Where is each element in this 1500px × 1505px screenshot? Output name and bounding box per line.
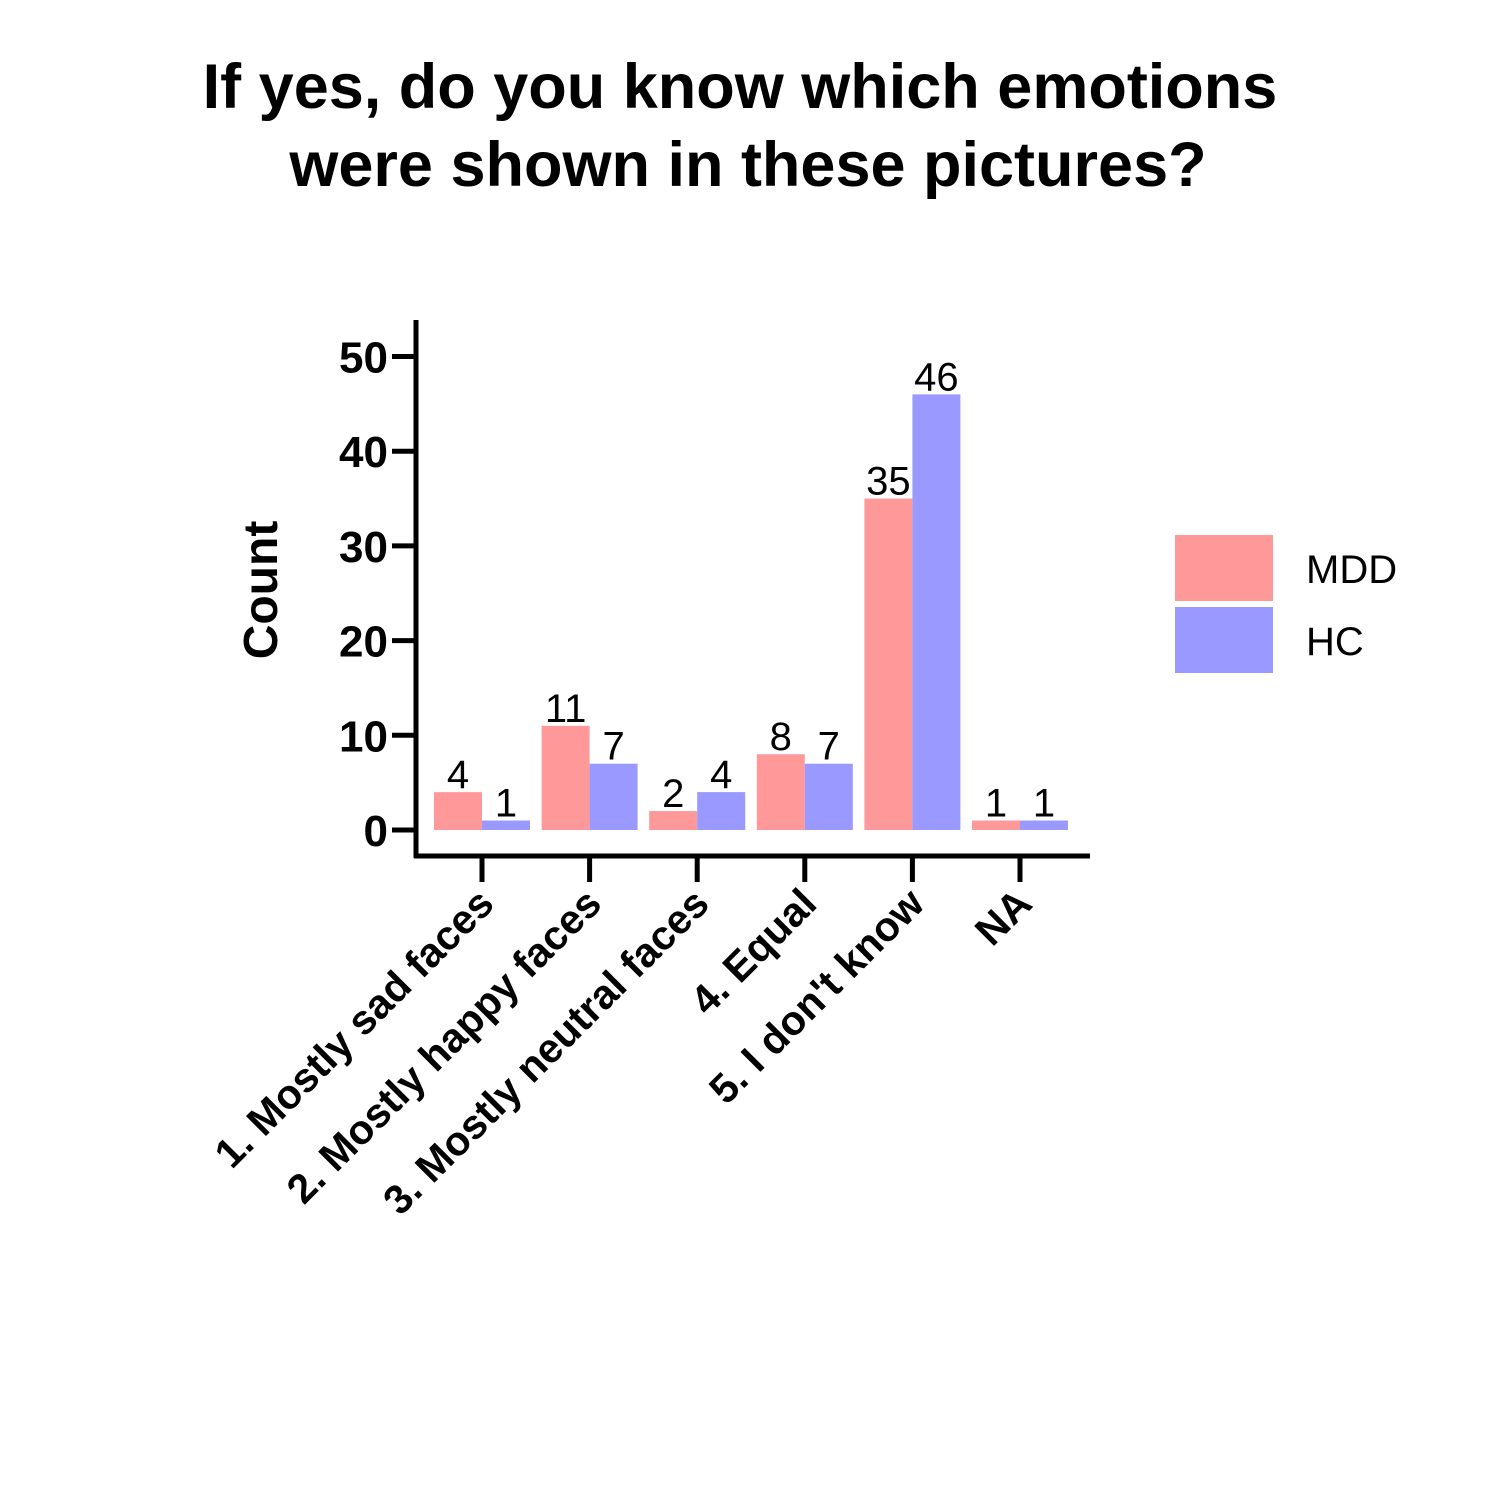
bar-mdd-3 — [649, 811, 698, 830]
data-label-mdd-1: 4 — [447, 753, 469, 797]
y-tick-label-30: 30 — [339, 523, 388, 572]
bar-mdd-5 — [864, 498, 913, 830]
bar-hc-2 — [589, 763, 638, 830]
data-label-hc-1: 1 — [495, 782, 517, 826]
data-label-mdd-2: 11 — [545, 687, 587, 731]
bar-mdd-4 — [756, 754, 805, 830]
bar-hc-6 — [1020, 820, 1068, 830]
data-label-mdd-5: 35 — [866, 460, 911, 504]
y-tick-label-40: 40 — [339, 428, 388, 477]
bar-hc-4 — [804, 763, 853, 830]
legend-swatch-hc — [1175, 607, 1273, 673]
data-label-mdd-6: 1 — [985, 782, 1007, 826]
data-label-hc-2: 7 — [602, 725, 624, 769]
y-tick-label-50: 50 — [339, 334, 388, 383]
bar-hc-3 — [697, 792, 746, 830]
chart-title-line-1: If yes, do you know which emotions — [203, 52, 1278, 122]
legend: MDD HC — [1175, 535, 1397, 673]
chart-title-line-2: were shown in these pictures? — [288, 130, 1206, 200]
y-axis-label: Count — [235, 521, 288, 660]
bar-hc-5 — [912, 394, 961, 830]
y-tick-label-0: 0 — [364, 807, 388, 856]
x-category-label-6: NA — [966, 880, 1040, 954]
bar-mdd-2 — [541, 725, 590, 830]
y-tick-label-10: 10 — [339, 712, 388, 761]
bar-hc-1 — [482, 820, 530, 830]
data-label-hc-4: 7 — [818, 725, 840, 769]
y-tick-label-20: 20 — [339, 618, 388, 667]
data-label-mdd-4: 8 — [770, 715, 792, 759]
data-label-hc-6: 1 — [1033, 782, 1055, 826]
legend-label-hc: HC — [1306, 620, 1364, 664]
data-label-hc-5: 46 — [914, 355, 959, 399]
data-label-hc-3: 4 — [710, 753, 732, 797]
bars-layer — [434, 394, 1068, 830]
legend-label-mdd: MDD — [1306, 548, 1397, 592]
data-label-mdd-3: 2 — [662, 772, 684, 816]
legend-swatch-mdd — [1175, 535, 1273, 601]
bar-mdd-1 — [434, 792, 482, 830]
bar-mdd-6 — [972, 820, 1020, 830]
